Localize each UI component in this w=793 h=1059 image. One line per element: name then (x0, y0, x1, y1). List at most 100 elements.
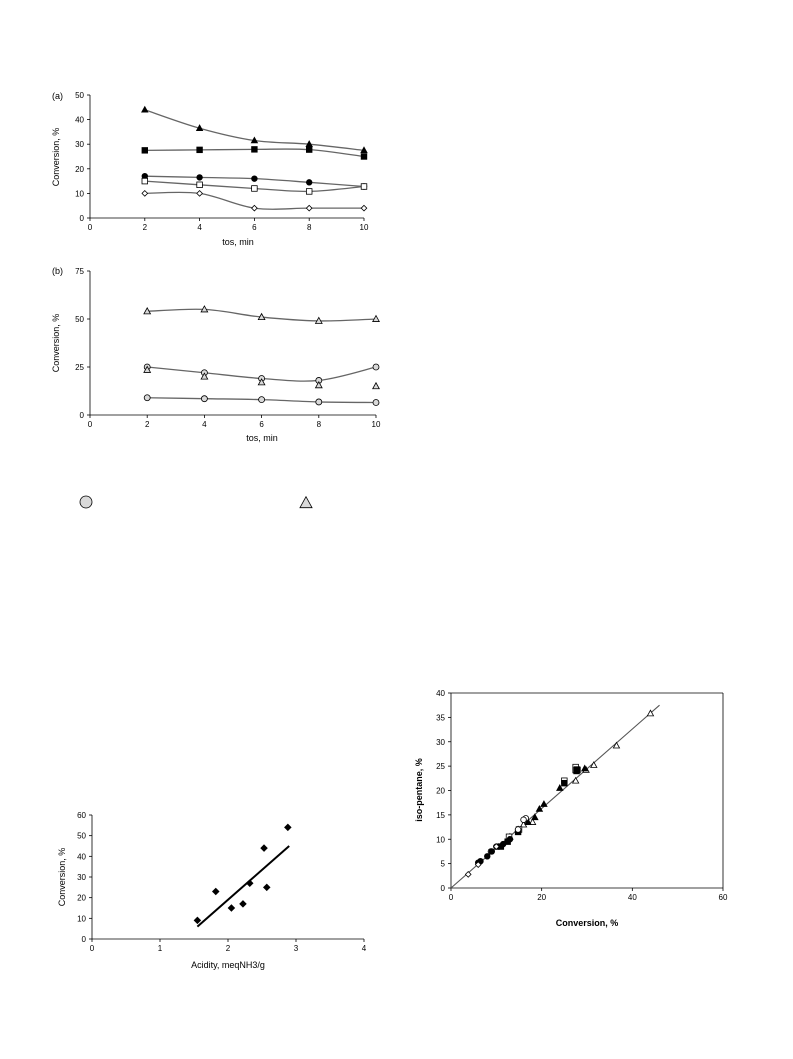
chart-acidity-point (239, 900, 247, 908)
chart-iso-series-5-point (506, 836, 514, 843)
chart-a-series-0-point (195, 124, 204, 131)
chart-a-series-0-point (360, 146, 368, 154)
chart-a-series-4-point (360, 204, 368, 212)
legend-triangle-marker (299, 495, 313, 509)
chart-b-series-3-point (200, 395, 208, 403)
chart-iso-series-6-point (464, 870, 472, 878)
chart-iso-series-1-point (540, 800, 548, 807)
chart-b-x-tick-label: 0 (88, 420, 93, 429)
chart-isopentane-x-tick-label: 60 (719, 893, 728, 902)
chart-a-series-4-point (251, 204, 258, 212)
chart-a-y-axis-label: Conversion, % (51, 128, 61, 187)
chart-acidity-conversion: Conversion, % Acidity, meqNH3/g 0 1 2 3 4010… (57, 811, 367, 970)
chart-acidity-point (284, 823, 292, 832)
chart-iso-series-0-point (590, 761, 598, 768)
chart-iso-series-1-point (535, 804, 544, 812)
legend-circle-marker (79, 495, 93, 509)
chart-b-series-3-point (315, 398, 323, 406)
chart-a-series-0-point (141, 105, 149, 113)
chart-acidity-x-axis-label: Acidity, meqNH3/g (191, 960, 265, 970)
chart-acidity-point (227, 904, 236, 912)
chart-a-series-2-point (196, 174, 203, 181)
chart-a-series-3-point (360, 183, 368, 190)
chart-a-series-0-point (250, 136, 259, 144)
chart-b-x-tick-label: 8 (317, 420, 322, 429)
chart-a-x-tick-label: 2 (143, 223, 148, 232)
chart-b-series-0-point (372, 314, 380, 322)
panel-label-a: (a) (52, 91, 63, 101)
chart-acidity-x-tick-label: 3 (294, 944, 299, 953)
chart-b-series-0-point (200, 305, 209, 313)
chart-a-series-3-point (141, 177, 148, 185)
chart-a-series-4-point (196, 190, 203, 197)
chart-a-series-4-point (305, 204, 313, 212)
chart-a-series-3-point (251, 185, 258, 192)
chart-b-x-tick-label: 2 (145, 420, 150, 429)
chart-acidity-point (193, 916, 202, 925)
chart-a-y-tick-label: 20 (75, 165, 84, 174)
chart-isopentane-y-tick-label: 30 (436, 738, 445, 747)
chart-iso-y-axis-label: iso-pentane, % (414, 758, 424, 822)
chart-acidity-y-tick-label: 20 (77, 894, 86, 903)
chart-b-series-3-point (258, 396, 266, 404)
chart-acidity-x-tick-label: 1 (158, 944, 163, 953)
chart-b-series-2-point (200, 372, 209, 380)
chart-a-series-1-point (196, 146, 203, 154)
panel-label-b: (b) (52, 266, 63, 276)
chart-acidity-point (245, 879, 254, 887)
chart-b-series-2-point (314, 380, 323, 389)
chart-acidity-x-tick-label: 0 (90, 944, 95, 953)
chart-iso-series-6-point (492, 843, 500, 850)
chart-a-y-tick-label: 50 (75, 91, 84, 100)
chart-acidity-y-tick-label: 40 (77, 852, 86, 861)
chart-acidity-y-tick-label: 50 (77, 832, 86, 841)
chart-isopentane-y-tick-label: 0 (441, 884, 446, 893)
chart-isopentane-y-tick-label: 40 (436, 689, 445, 698)
chart-iso-series-4-point (514, 826, 522, 833)
chart-a-x-tick-label: 4 (197, 223, 202, 232)
chart-a-series-0-line (144, 109, 365, 151)
chart-isopentane-y-tick-label: 25 (436, 762, 445, 771)
chart-iso-series-3-point (561, 779, 568, 787)
chart-a-y-tick-label: 10 (75, 189, 84, 198)
chart-iso-series-0-point (571, 776, 580, 784)
chart-a-series-1-point (305, 146, 313, 153)
chart-iso-series-1-point (531, 813, 539, 821)
chart-isopentane-y-tick-label: 15 (436, 811, 445, 820)
chart-isopentane-conversion: iso-pentane, % Conversion, % 0 20 40 60 0 5 10… (414, 689, 728, 928)
chart-acidity-trendline (196, 845, 290, 928)
chart-iso-series-1-point (556, 784, 564, 791)
chart-a-tos-conversion: (a) Conversion, % tos, min 0 2 4 6 8 10 0 10 20 3… (51, 91, 369, 247)
chart-a-y-tick-label: 0 (80, 214, 85, 223)
chart-b-series-2-point (257, 378, 266, 386)
chart-b-x-axis-label: tos, min (246, 433, 278, 443)
chart-a-x-tick-label: 8 (307, 223, 312, 232)
chart-b-y-tick-label: 50 (75, 315, 84, 324)
chart-a-x-tick-label: 6 (252, 223, 257, 232)
chart-acidity-x-tick-label: 4 (362, 944, 367, 953)
chart-isopentane-x-tick-label: 0 (449, 893, 454, 902)
chart-b-series-0-point (143, 307, 152, 315)
chart-a-y-tick-label: 30 (75, 140, 84, 149)
chart-a-series-4-point (141, 190, 149, 197)
chart-a-series-1-point (251, 146, 258, 153)
chart-b-x-tick-label: 4 (202, 420, 207, 429)
chart-a-series-1-point (360, 153, 368, 160)
legend-fragment (79, 495, 313, 509)
chart-iso-series-0-point (646, 709, 655, 717)
chart-acidity-y-tick-label: 0 (82, 935, 87, 944)
chart-a-y-tick-label: 40 (75, 116, 84, 125)
chart-acidity-point (211, 887, 220, 896)
chart-acidity-y-tick-label: 60 (77, 811, 86, 820)
chart-a-series-2-point (251, 175, 258, 182)
chart-b-series-0-point (257, 312, 266, 321)
chart-a-x-tick-label: 10 (360, 223, 369, 232)
chart-isopentane-x-tick-label: 20 (537, 893, 546, 902)
chart-b-series-2-point (143, 365, 152, 373)
chart-b-y-tick-label: 75 (75, 267, 84, 276)
chart-isopentane-y-tick-label: 20 (436, 787, 445, 796)
chart-acidity-point (262, 883, 271, 892)
chart-acidity-x-tick-label: 2 (226, 944, 231, 953)
chart-b-series-2-point (372, 381, 380, 390)
